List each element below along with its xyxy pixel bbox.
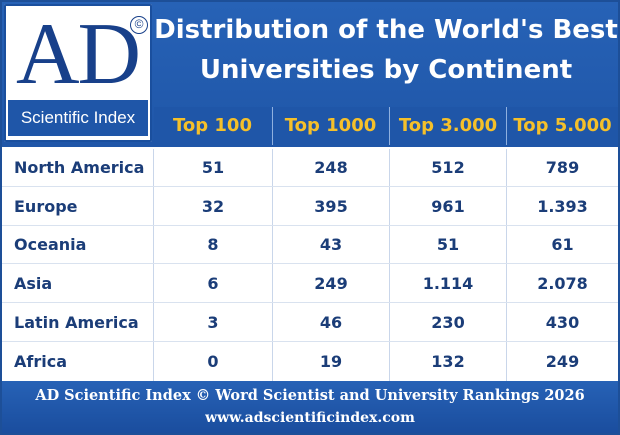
continent-name: Europe <box>14 197 78 216</box>
continent-name: Oceania <box>14 235 87 254</box>
value-top-3000: 230 <box>431 313 465 332</box>
continent-name: Latin America <box>14 313 139 332</box>
footer-website-link[interactable]: www.adscientificindex.com <box>205 410 415 426</box>
logo-subtitle: Scientific Index <box>8 100 148 136</box>
table-row-oceania: Oceania 8 43 51 61 <box>2 226 618 264</box>
value-top-1000: 248 <box>314 158 348 177</box>
value-top-1000: 46 <box>319 313 343 332</box>
value-top-1000: 19 <box>319 352 343 371</box>
logo-copyright-icon: © <box>130 16 148 34</box>
value-top-100: 8 <box>207 235 219 254</box>
value-top-5000: 430 <box>545 313 580 332</box>
value-top-5000: 249 <box>545 352 580 371</box>
column-divider <box>389 149 390 381</box>
value-top-100: 51 <box>201 158 225 177</box>
column-header-top-5000: Top 5.000 <box>507 107 618 145</box>
header-divider <box>272 107 273 145</box>
value-top-5000: 2.078 <box>537 274 588 293</box>
value-top-1000: 43 <box>319 235 343 254</box>
column-header-top-1000: Top 1000 <box>273 107 388 145</box>
header-divider <box>389 107 390 145</box>
footer-credit: AD Scientific Index © Word Scientist and… <box>35 387 585 404</box>
value-top-100: 6 <box>207 274 219 293</box>
table-row-north-america: North America 51 248 512 789 <box>2 149 618 187</box>
value-top-5000: 789 <box>545 158 580 177</box>
table-row-africa: Africa 0 19 132 249 <box>2 343 618 381</box>
title-line-1: Distribution of the World's Best <box>154 15 618 45</box>
table-row-asia: Asia 6 249 1.114 2.078 <box>2 265 618 303</box>
continent-name: North America <box>14 158 145 177</box>
table-row-latin-america: Latin America 3 46 230 430 <box>2 304 618 342</box>
column-header-top-3000: Top 3.000 <box>390 107 506 145</box>
value-top-3000: 961 <box>431 197 465 216</box>
table-row-europe: Europe 32 395 961 1.393 <box>2 188 618 226</box>
value-top-5000: 1.393 <box>537 197 588 216</box>
page-title: Distribution of the World's Best Univers… <box>154 10 618 90</box>
column-divider <box>272 149 273 381</box>
value-top-100: 3 <box>207 313 219 332</box>
value-top-1000: 249 <box>314 274 348 293</box>
continent-name: Asia <box>14 274 53 293</box>
value-top-3000: 512 <box>431 158 465 177</box>
column-divider <box>506 149 507 381</box>
value-top-3000: 132 <box>431 352 465 371</box>
value-top-1000: 395 <box>314 197 348 216</box>
header-divider <box>506 107 507 145</box>
ranking-table: North America 51 248 512 789 Europe 32 3… <box>2 149 618 381</box>
title-line-2: Universities by Continent <box>199 55 573 85</box>
ad-scientific-index-logo: AD © Scientific Index <box>4 4 152 142</box>
column-divider <box>153 149 154 381</box>
value-top-100: 32 <box>201 197 225 216</box>
continent-name: Africa <box>14 352 67 371</box>
value-top-3000: 1.114 <box>422 274 474 293</box>
value-top-100: 0 <box>207 352 219 371</box>
footer-band: AD Scientific Index © Word Scientist and… <box>2 381 618 433</box>
value-top-3000: 51 <box>436 235 460 254</box>
column-header-top-100: Top 100 <box>154 107 271 145</box>
value-top-5000: 61 <box>551 235 574 254</box>
logo-letters: AD <box>16 6 141 103</box>
